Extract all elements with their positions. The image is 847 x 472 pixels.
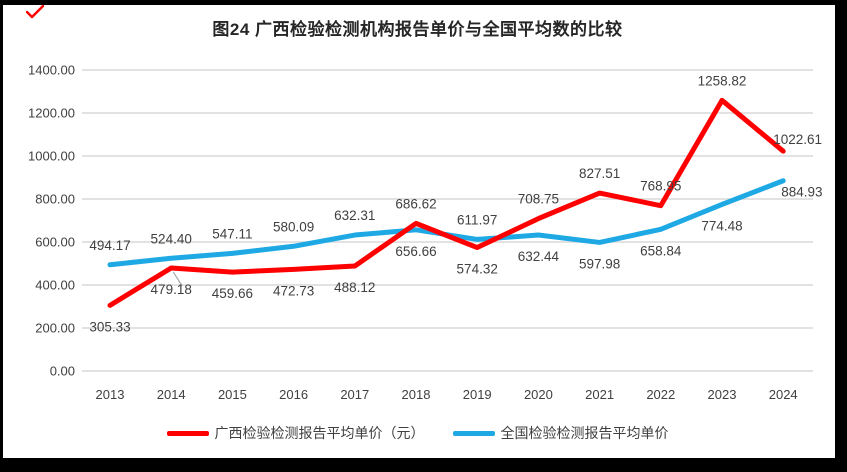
national-series-line	[107, 178, 786, 268]
x-axis-tick-label: 2013	[96, 387, 125, 402]
x-axis-tick-label: 2019	[463, 387, 492, 402]
window-border-bottom	[0, 458, 847, 472]
x-axis-tick-label: 2021	[585, 387, 614, 402]
y-axis-tick-label: 200.00	[35, 321, 75, 336]
data-label: 656.66	[395, 244, 436, 259]
guangxi-series-line	[107, 97, 786, 308]
x-axis-tick-label: 2017	[340, 387, 369, 402]
y-axis-tick-label: 800.00	[35, 192, 75, 207]
data-label: 827.51	[579, 166, 620, 181]
data-label: 1258.82	[698, 73, 747, 88]
x-axis-tick-label: 2024	[769, 387, 798, 402]
data-label: 488.12	[334, 280, 375, 295]
data-label: 472.73	[273, 283, 314, 298]
data-label: 632.44	[518, 249, 560, 264]
x-axis-tick-label: 2022	[646, 387, 675, 402]
blue-line-swatch	[452, 430, 495, 436]
y-axis-tick-label: 400.00	[35, 278, 75, 293]
legend-label-national: 全国检验检测报告平均单价	[500, 425, 669, 441]
legend-item-national: 全国检验检测报告平均单价	[452, 423, 669, 443]
x-axis-tick-label: 2016	[279, 387, 308, 402]
legend-item-guangxi: 广西检验检测报告平均单价（元）	[166, 423, 425, 443]
data-label: 547.11	[212, 226, 252, 241]
red-line-swatch	[166, 430, 209, 436]
legend-label-guangxi: 广西检验检测报告平均单价（元）	[214, 425, 425, 441]
y-axis-tick-label: 600.00	[35, 235, 75, 250]
y-axis-tick-label: 1400.00	[28, 63, 75, 78]
data-label: 459.66	[212, 286, 253, 301]
y-axis-tick-label: 0.00	[50, 364, 75, 379]
data-label: 686.62	[395, 196, 436, 211]
x-axis-tick-label: 2020	[524, 387, 553, 402]
y-axis-tick-label: 1000.00	[28, 149, 75, 164]
data-label: 524.40	[151, 231, 192, 246]
data-label: 774.48	[701, 218, 742, 233]
data-label: 708.75	[518, 192, 559, 207]
data-label: 658.84	[640, 243, 682, 258]
window-border-right	[835, 0, 847, 458]
data-label: 494.17	[89, 238, 130, 253]
data-label: 884.93	[781, 185, 822, 200]
red-check-mark	[26, 4, 45, 19]
chart-title: 图24 广西检验检测机构报告单价与全国平均数的比较	[212, 20, 623, 39]
window-border-top	[0, 0, 847, 5]
data-label: 1022.61	[773, 132, 822, 147]
data-label: 768.95	[640, 179, 681, 194]
data-label: 597.98	[579, 256, 620, 271]
chart-legend: 广西检验检测报告平均单价（元） 全国检验检测报告平均单价	[0, 423, 835, 443]
data-label: 574.32	[457, 262, 498, 277]
window-border-left	[0, 5, 3, 458]
data-label: 580.09	[273, 219, 314, 234]
data-label: 611.97	[457, 212, 497, 227]
data-label: 305.33	[89, 319, 130, 334]
data-label: 479.18	[151, 282, 192, 297]
label-leader-line	[172, 271, 183, 287]
x-axis-tick-label: 2023	[708, 387, 737, 402]
data-label: 632.31	[334, 208, 375, 223]
y-axis-tick-label: 1200.00	[28, 106, 75, 121]
x-axis-tick-label: 2014	[157, 387, 186, 402]
x-axis-tick-label: 2018	[402, 387, 431, 402]
x-axis-tick-label: 2015	[218, 387, 247, 402]
